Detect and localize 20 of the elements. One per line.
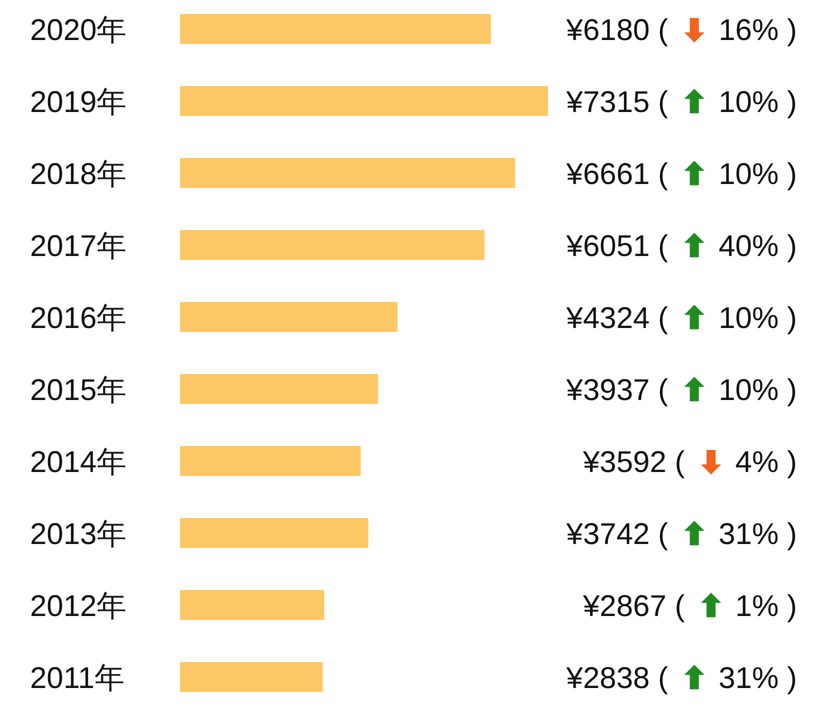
value-label: ¥2867 ( ⬆ 1% ) xyxy=(582,590,797,623)
category-label: 2018年 xyxy=(30,158,127,191)
category-label: 2016年 xyxy=(30,302,127,335)
value-label: ¥3592 ( ⬇ 4% ) xyxy=(582,446,797,479)
category-label: 2013年 xyxy=(30,518,127,551)
category-label: 2012年 xyxy=(30,590,127,623)
value-label: ¥3742 ( ⬆ 31% ) xyxy=(566,518,797,551)
value-label: ¥6180 ( ⬇ 16% ) xyxy=(566,14,797,47)
value-label: ¥3937 ( ⬆ 10% ) xyxy=(566,374,797,407)
category-label: 2014年 xyxy=(30,446,127,479)
category-label: 2015年 xyxy=(30,374,127,407)
value-label: ¥2838 ( ⬆ 31% ) xyxy=(566,662,797,695)
category-label: 2017年 xyxy=(30,230,127,263)
value-label: ¥7315 ( ⬆ 10% ) xyxy=(566,86,797,119)
category-label: 2011年 xyxy=(30,662,125,695)
value-label: ¥6051 ( ⬆ 40% ) xyxy=(566,230,797,263)
category-label: 2019年 xyxy=(30,86,127,119)
value-label: ¥6661 ( ⬆ 10% ) xyxy=(566,158,797,191)
value-label: ¥4324 ( ⬆ 10% ) xyxy=(566,302,797,335)
category-label: 2020年 xyxy=(30,14,127,47)
